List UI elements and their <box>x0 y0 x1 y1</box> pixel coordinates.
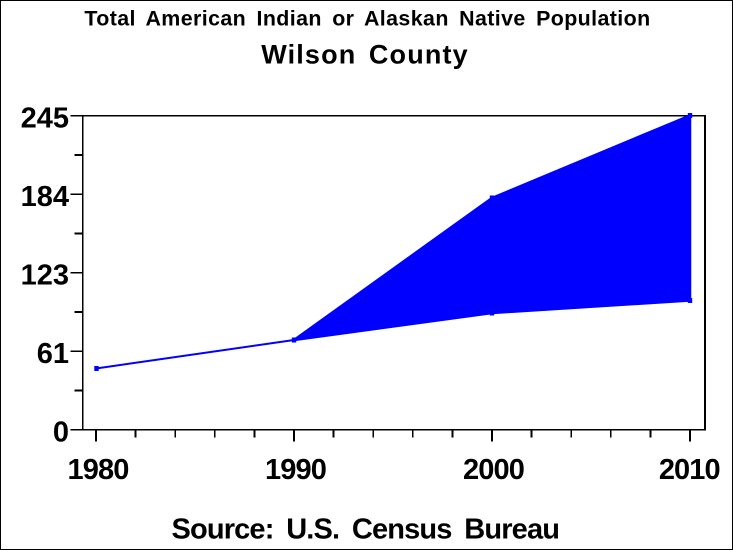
svg-text:245: 245 <box>21 103 69 135</box>
svg-text:0: 0 <box>53 417 69 449</box>
svg-text:Source: U.S. Census Bureau: Source: U.S. Census Bureau <box>171 514 559 546</box>
svg-text:2000: 2000 <box>463 454 524 486</box>
svg-text:Total American Indian or Alask: Total American Indian or Alaskan Native … <box>84 6 650 30</box>
svg-text:123: 123 <box>21 260 69 292</box>
svg-text:1990: 1990 <box>265 454 326 486</box>
svg-text:61: 61 <box>37 338 69 370</box>
svg-text:1980: 1980 <box>68 454 129 486</box>
svg-text:184: 184 <box>21 181 69 213</box>
svg-text:Wilson County: Wilson County <box>261 40 469 70</box>
svg-text:2010: 2010 <box>659 454 720 486</box>
